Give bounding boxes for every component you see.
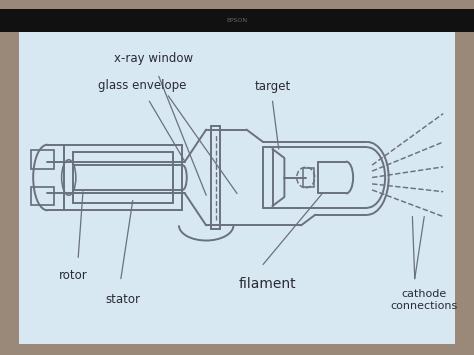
Text: glass envelope: glass envelope xyxy=(98,79,186,92)
Bar xyxy=(31,187,54,205)
Text: EPSON: EPSON xyxy=(227,18,247,23)
Bar xyxy=(303,168,314,187)
Text: x-ray window: x-ray window xyxy=(115,52,193,65)
Bar xyxy=(0,9,474,32)
Text: rotor: rotor xyxy=(59,269,88,282)
Bar xyxy=(31,150,54,169)
Bar xyxy=(19,32,455,344)
Text: target: target xyxy=(255,81,291,93)
Text: filament: filament xyxy=(239,277,297,291)
Text: cathode
connections: cathode connections xyxy=(391,289,458,311)
Text: stator: stator xyxy=(106,294,141,306)
